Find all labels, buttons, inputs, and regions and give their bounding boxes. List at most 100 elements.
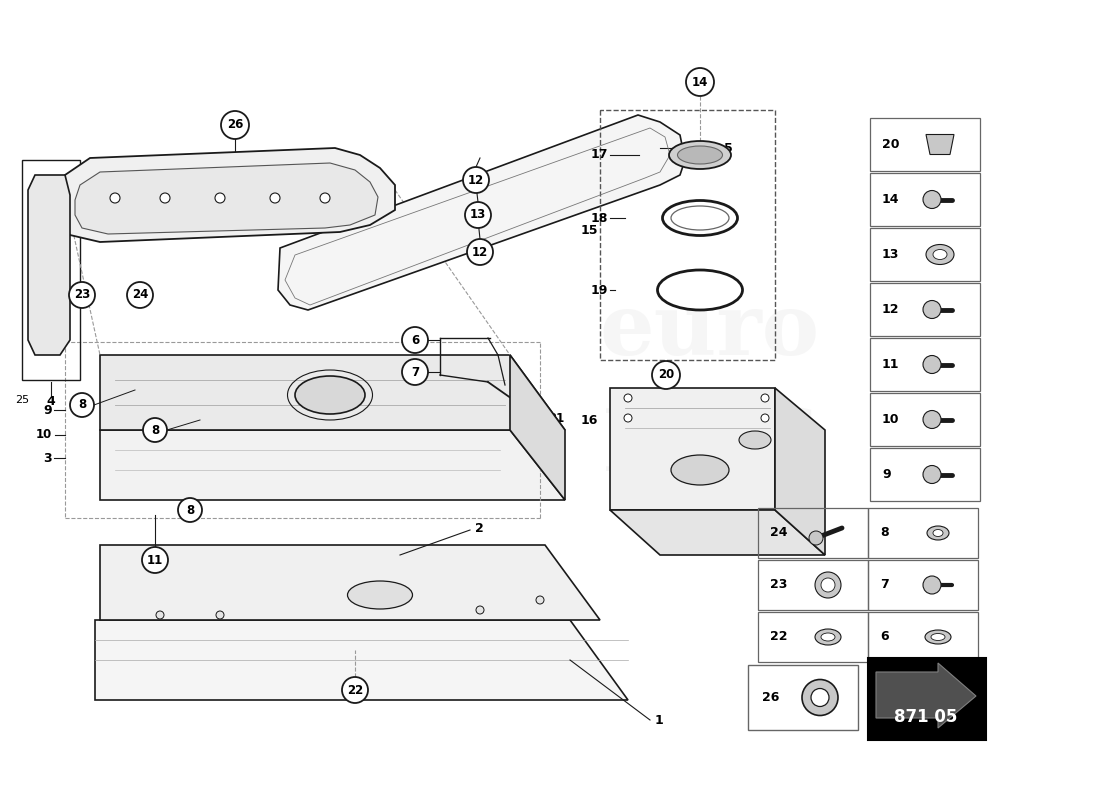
Text: 8: 8 <box>186 503 194 517</box>
Text: 15: 15 <box>581 223 598 237</box>
Polygon shape <box>610 510 825 555</box>
Bar <box>870 393 980 446</box>
Polygon shape <box>60 148 395 242</box>
Circle shape <box>624 414 632 422</box>
Bar <box>868 612 978 662</box>
Circle shape <box>214 193 225 203</box>
Text: 26: 26 <box>227 118 243 131</box>
Ellipse shape <box>925 630 952 644</box>
Bar <box>870 173 980 226</box>
Text: 13: 13 <box>882 248 900 261</box>
Text: 12: 12 <box>472 246 488 258</box>
Circle shape <box>468 239 493 265</box>
Text: 22: 22 <box>346 683 363 697</box>
Circle shape <box>143 418 167 442</box>
Circle shape <box>802 679 838 715</box>
Text: 19: 19 <box>591 283 608 297</box>
Circle shape <box>221 111 249 139</box>
Text: 871 05: 871 05 <box>894 708 958 726</box>
Bar <box>758 612 868 662</box>
Text: 23: 23 <box>74 289 90 302</box>
Bar <box>870 228 980 281</box>
Text: 24: 24 <box>770 526 788 539</box>
Polygon shape <box>28 175 70 355</box>
Ellipse shape <box>671 455 729 485</box>
Text: 9: 9 <box>882 468 891 481</box>
Ellipse shape <box>931 634 945 641</box>
Text: 1985: 1985 <box>672 479 788 521</box>
Text: 21: 21 <box>548 411 564 425</box>
Polygon shape <box>776 388 825 555</box>
Circle shape <box>342 677 369 703</box>
Bar <box>868 658 986 740</box>
Circle shape <box>923 355 940 374</box>
Ellipse shape <box>926 245 954 265</box>
Circle shape <box>160 193 170 203</box>
Circle shape <box>270 193 280 203</box>
Ellipse shape <box>821 633 835 641</box>
Circle shape <box>923 301 940 318</box>
Circle shape <box>402 327 428 353</box>
Circle shape <box>923 466 940 483</box>
Text: 20: 20 <box>882 138 900 151</box>
Circle shape <box>686 68 714 96</box>
Bar <box>758 560 868 610</box>
Circle shape <box>923 410 940 429</box>
Text: 5: 5 <box>724 142 733 154</box>
Text: 8: 8 <box>78 398 86 411</box>
Text: 2: 2 <box>475 522 484 534</box>
Text: 4: 4 <box>46 395 55 408</box>
Circle shape <box>70 393 94 417</box>
Polygon shape <box>278 115 685 310</box>
Ellipse shape <box>295 376 365 414</box>
Text: 13: 13 <box>470 209 486 222</box>
Text: 3: 3 <box>43 451 52 465</box>
Polygon shape <box>100 430 565 500</box>
Circle shape <box>652 361 680 389</box>
Bar <box>870 338 980 391</box>
Circle shape <box>923 190 940 209</box>
Circle shape <box>923 576 940 594</box>
Text: 23: 23 <box>770 578 788 591</box>
Circle shape <box>126 282 153 308</box>
Circle shape <box>808 531 823 545</box>
Ellipse shape <box>815 629 842 645</box>
Bar <box>868 508 978 558</box>
Bar <box>870 118 980 171</box>
Bar <box>870 283 980 336</box>
Circle shape <box>476 606 484 614</box>
Text: 18: 18 <box>591 211 608 225</box>
Bar <box>748 665 858 730</box>
Text: 8: 8 <box>880 526 889 539</box>
Circle shape <box>320 193 330 203</box>
Ellipse shape <box>927 526 949 540</box>
Ellipse shape <box>669 141 732 169</box>
Circle shape <box>142 547 168 573</box>
Circle shape <box>465 202 491 228</box>
Circle shape <box>178 498 202 522</box>
Text: 14: 14 <box>692 75 708 89</box>
Circle shape <box>761 394 769 402</box>
Circle shape <box>110 193 120 203</box>
Bar <box>870 448 980 501</box>
Circle shape <box>402 359 428 385</box>
Text: 24: 24 <box>132 289 148 302</box>
Bar <box>758 508 868 558</box>
Text: 7: 7 <box>880 578 889 591</box>
Text: a passion for parts.1985: a passion for parts.1985 <box>109 599 471 701</box>
Polygon shape <box>510 355 565 500</box>
Text: 10: 10 <box>882 413 900 426</box>
Polygon shape <box>926 134 954 154</box>
Circle shape <box>536 596 544 604</box>
Text: 8: 8 <box>151 423 160 437</box>
Polygon shape <box>876 663 976 728</box>
Text: 14: 14 <box>882 193 900 206</box>
Ellipse shape <box>821 578 835 592</box>
Circle shape <box>463 167 490 193</box>
Ellipse shape <box>815 572 842 598</box>
Text: 11: 11 <box>882 358 900 371</box>
Text: 12: 12 <box>882 303 900 316</box>
Ellipse shape <box>678 146 723 164</box>
Ellipse shape <box>933 530 943 537</box>
Text: 26: 26 <box>762 691 780 704</box>
